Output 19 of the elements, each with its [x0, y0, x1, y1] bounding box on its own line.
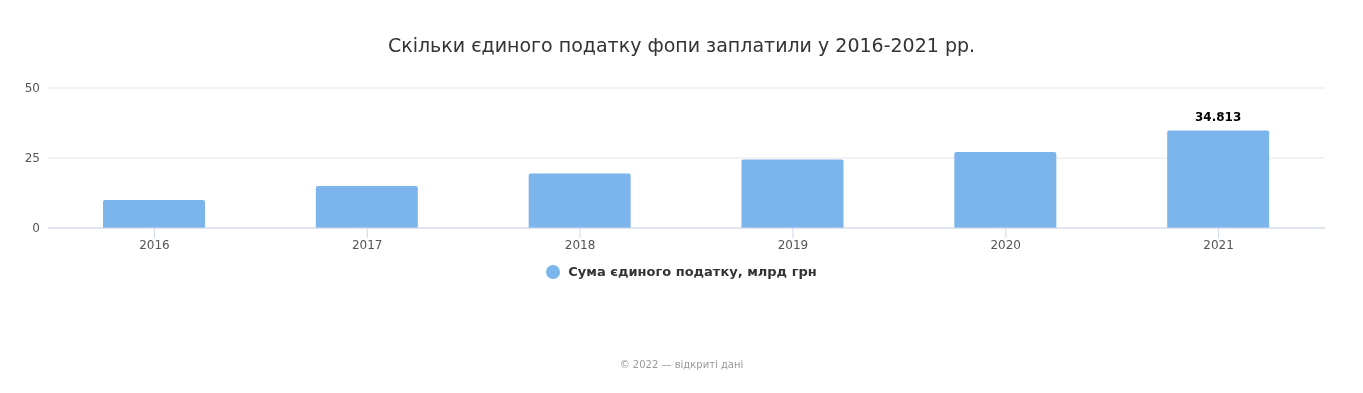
legend-label: Сума єдиного податку, млрд грн: [568, 264, 817, 279]
x-tick-label: 2016: [139, 237, 170, 252]
bar: [954, 152, 1057, 228]
x-tick-label: 2018: [564, 237, 596, 252]
text: © 2022 — відкриті дані: [618, 359, 745, 370]
y-tick-label: 0: [32, 221, 40, 236]
data-label: 34.813: [1195, 109, 1242, 124]
bar: [315, 186, 418, 228]
bar: [103, 200, 205, 228]
y-tick-label: 25: [24, 151, 40, 166]
bar: [528, 173, 631, 228]
x-tick-label: 2020: [990, 237, 1022, 252]
x-tick-label: 2019: [777, 237, 809, 252]
chart-title: Скільки єдиного податку фопи заплатили у 2016-2021 рр.: [386, 33, 977, 58]
x-tick-label: 2021: [1203, 237, 1234, 252]
bar: [741, 159, 844, 228]
bar: [1167, 130, 1270, 228]
x-tick-label: 2017: [351, 237, 383, 252]
y-tick-label: 50: [24, 81, 40, 96]
